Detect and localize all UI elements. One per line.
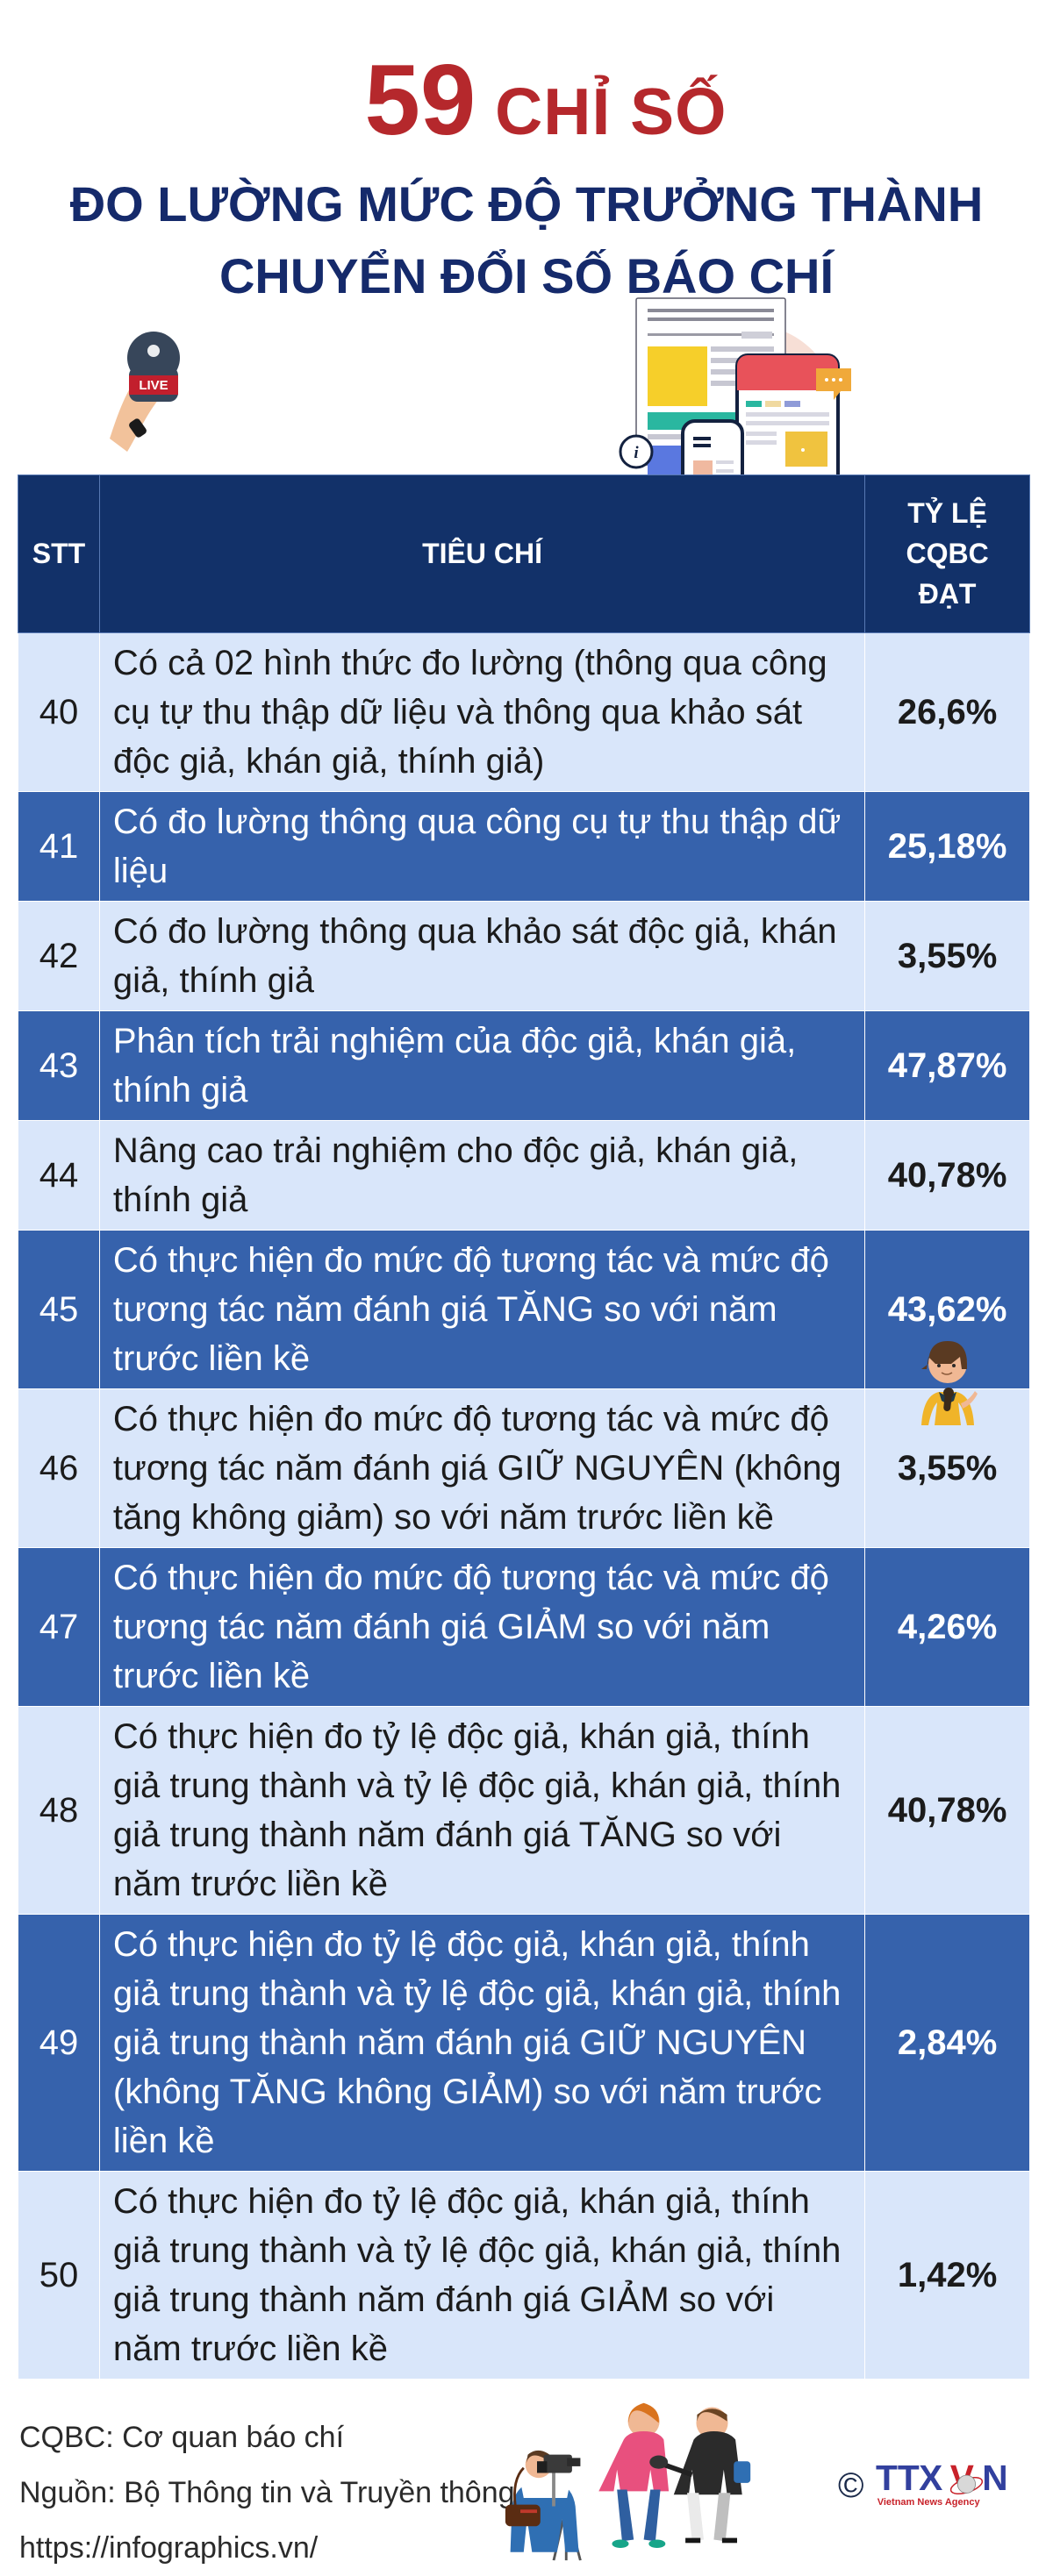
svg-text:i: i [634, 444, 639, 462]
svg-text:TT: TT [876, 2458, 920, 2498]
svg-text:N: N [983, 2458, 1008, 2498]
svg-text:X: X [920, 2458, 943, 2498]
svg-text:LIVE: LIVE [139, 378, 168, 393]
svg-text:Vietnam News Agency: Vietnam News Agency [878, 2497, 981, 2508]
